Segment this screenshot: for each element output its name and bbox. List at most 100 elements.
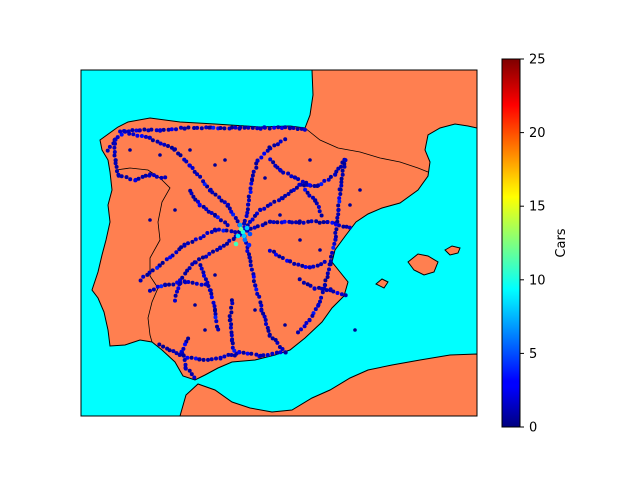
car-marker (295, 127, 300, 131)
car-marker (283, 323, 287, 327)
car-marker (294, 185, 299, 190)
car-marker (124, 175, 129, 180)
car-marker (251, 169, 256, 174)
car-marker (218, 246, 223, 251)
france-spain-border (304, 127, 429, 173)
car-marker (353, 328, 357, 332)
car-marker (169, 145, 174, 150)
car-marker (248, 226, 253, 231)
car-marker (189, 191, 194, 196)
car-marker (235, 219, 240, 224)
car-marker (131, 132, 136, 137)
car-marker (255, 224, 260, 229)
car-marker (334, 227, 339, 232)
car-marker (122, 129, 126, 133)
car-marker (268, 157, 273, 162)
menorca-island (444, 245, 461, 256)
car-marker (176, 286, 181, 291)
car-marker (280, 347, 285, 351)
car-marker (149, 127, 154, 132)
car-marker (315, 263, 320, 268)
car-marker (286, 171, 291, 176)
car-marker (300, 179, 305, 184)
car-marker (263, 318, 268, 322)
car-marker (283, 137, 288, 142)
car-marker (251, 274, 256, 279)
car-marker (338, 187, 343, 192)
car-marker (278, 350, 283, 355)
car-marker (249, 181, 254, 186)
car-marker (192, 169, 197, 174)
car-marker (232, 348, 237, 353)
car-marker (283, 125, 288, 130)
car-marker (203, 328, 207, 332)
car-marker (322, 178, 327, 183)
car-marker (245, 351, 250, 356)
car-marker (174, 127, 178, 132)
car-marker (177, 247, 182, 252)
car-marker (224, 228, 229, 233)
car-marker (267, 333, 272, 338)
car-marker (114, 164, 119, 169)
car-marker (231, 237, 236, 241)
car-marker (329, 254, 333, 259)
car-marker (302, 127, 307, 132)
car-marker (227, 314, 232, 319)
car-marker (158, 128, 163, 133)
car-marker (193, 356, 198, 361)
car-marker (148, 218, 152, 222)
car-marker (211, 300, 216, 305)
car-marker-hub (241, 233, 247, 239)
car-marker (288, 259, 292, 264)
car-marker (182, 242, 187, 247)
car-marker (193, 303, 197, 307)
car-marker (270, 336, 275, 341)
car-marker (261, 311, 266, 316)
car-marker (258, 300, 263, 305)
car-marker (336, 203, 341, 208)
car-marker (204, 254, 209, 259)
car-marker (337, 199, 342, 204)
car-marker (275, 340, 280, 345)
car-marker (242, 218, 247, 223)
car-marker (328, 262, 333, 267)
car-marker (213, 315, 218, 320)
car-marker (193, 197, 198, 202)
car-marker (255, 158, 260, 163)
car-marker (306, 219, 311, 224)
car-marker (214, 356, 218, 361)
car-marker (338, 192, 343, 196)
car-marker (213, 212, 217, 217)
car-marker (266, 328, 271, 333)
car-marker (107, 144, 112, 149)
car-marker (154, 128, 159, 133)
car-marker (137, 128, 142, 133)
car-marker (311, 264, 316, 269)
car-marker (246, 194, 251, 199)
car-marker (344, 224, 349, 229)
car-marker (226, 202, 231, 207)
car-marker (245, 207, 250, 212)
car-marker (168, 255, 173, 260)
car-marker (328, 259, 333, 264)
car-marker (339, 180, 344, 185)
car-marker (183, 366, 188, 371)
car-marker (183, 362, 188, 367)
car-marker (337, 196, 342, 201)
car-marker (173, 293, 178, 298)
car-marker (267, 248, 272, 253)
car-marker (186, 336, 191, 341)
car-marker (300, 263, 305, 268)
car-marker (167, 282, 171, 287)
car-marker (246, 202, 251, 207)
car-marker (190, 166, 195, 170)
car-marker (226, 352, 231, 357)
car-marker (105, 148, 110, 153)
car-marker (247, 252, 251, 257)
car-marker (272, 125, 277, 130)
north-africa-land (179, 353, 477, 416)
car-marker (178, 281, 183, 286)
car-marker (255, 291, 260, 296)
car-marker (215, 247, 220, 252)
car-marker (171, 282, 176, 287)
